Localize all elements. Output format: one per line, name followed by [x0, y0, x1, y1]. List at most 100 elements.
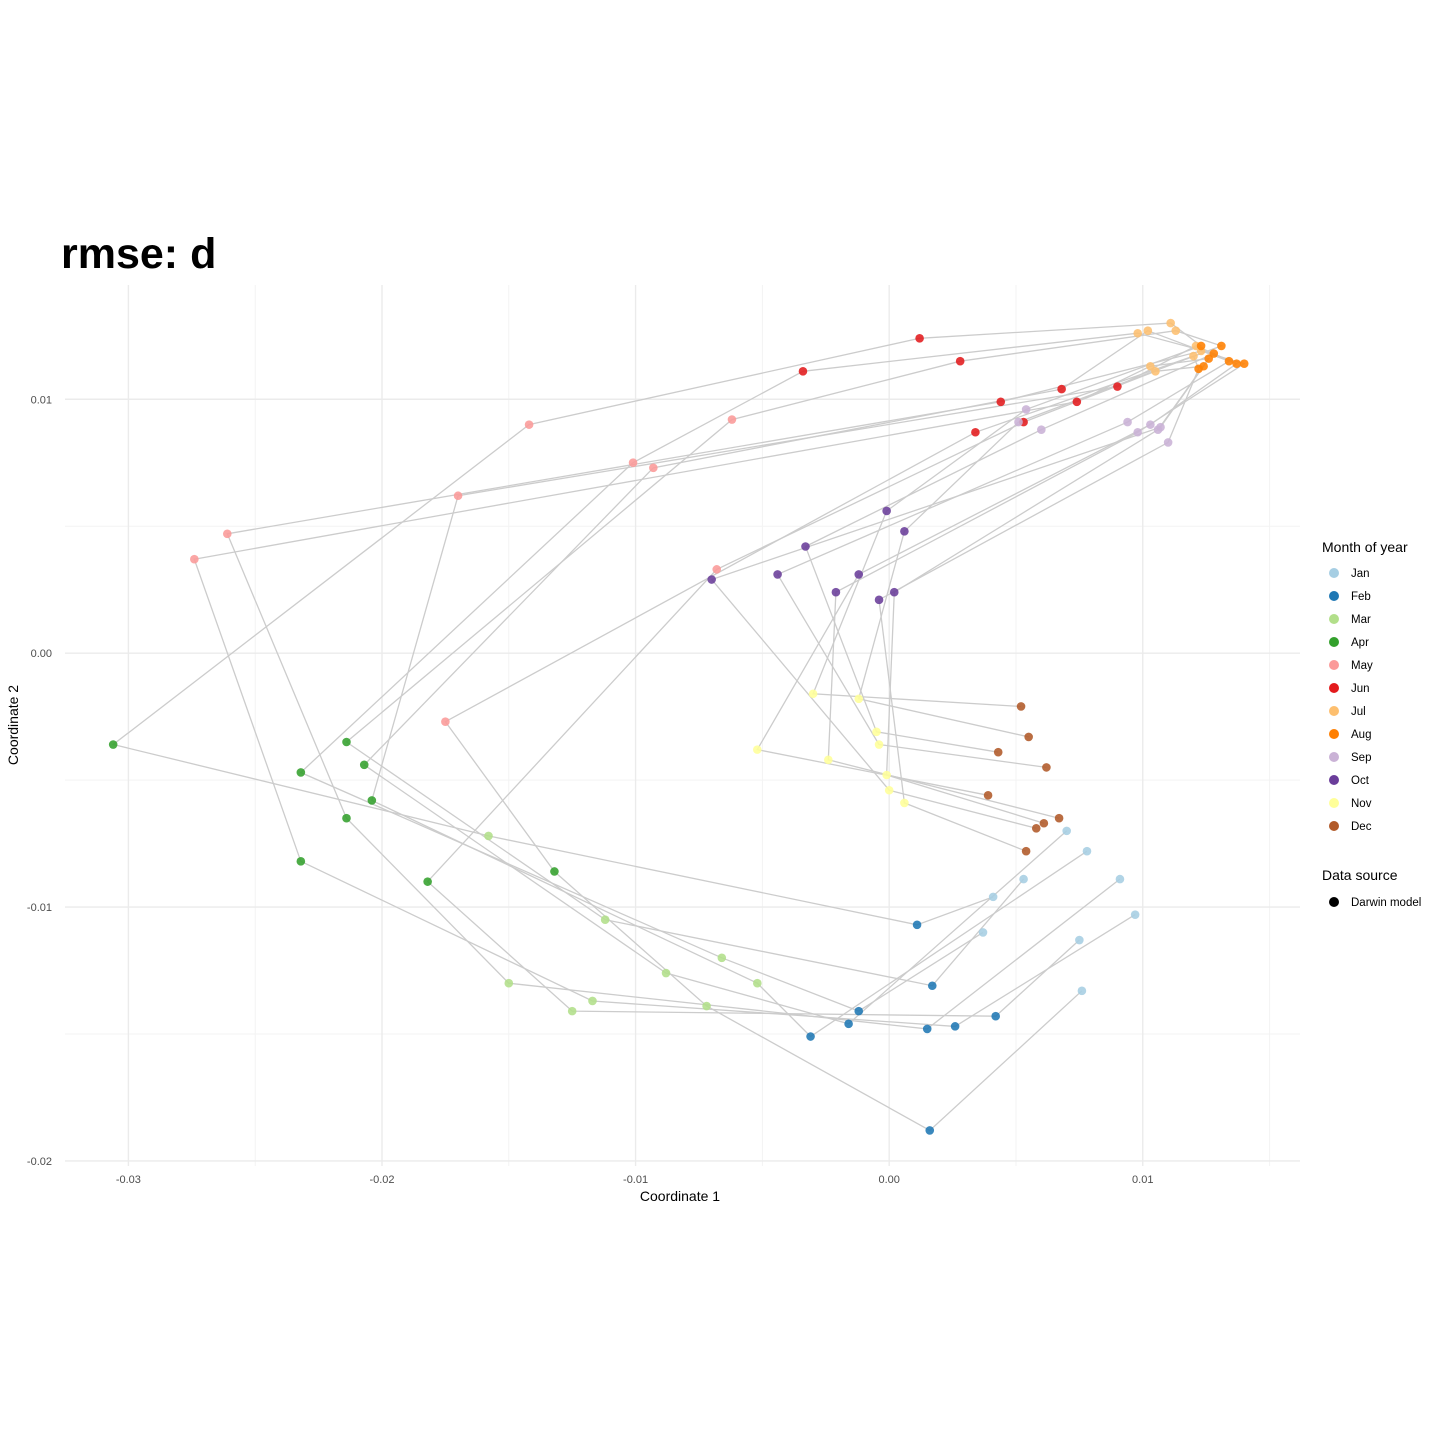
chart-title: rmse: d: [61, 230, 216, 278]
point-sep: [1123, 417, 1132, 427]
point-nov: [808, 689, 818, 699]
y-tick-label: 0.01: [31, 394, 52, 406]
point-mar: [753, 978, 762, 988]
point-jan: [1082, 846, 1092, 856]
x-tick-label: 0.00: [878, 1174, 899, 1186]
point-sep: [1037, 425, 1046, 435]
legend-label-may: May: [1351, 660, 1373, 672]
point-mar: [484, 831, 493, 841]
point-oct: [801, 542, 810, 551]
point-nov: [753, 745, 762, 754]
legend-label-feb: Feb: [1351, 591, 1371, 603]
point-jun: [798, 367, 808, 376]
point-jun: [996, 397, 1006, 407]
legend-key-aug: [1329, 729, 1339, 739]
point-sep: [1133, 427, 1143, 437]
point-may: [628, 458, 638, 468]
point-jul: [1133, 328, 1143, 338]
point-apr: [296, 857, 306, 866]
point-mar: [702, 1001, 711, 1011]
point-mar: [661, 968, 671, 978]
point-mar: [717, 953, 727, 963]
point-sep: [1163, 438, 1173, 447]
major-gridlines: [65, 285, 1300, 1166]
point-may: [222, 529, 232, 539]
point-nov: [872, 727, 881, 737]
point-oct: [874, 595, 884, 605]
legend-label-jan: Jan: [1351, 568, 1370, 580]
legend-key-feb: [1329, 591, 1339, 601]
point-may: [649, 463, 658, 473]
trajectory-line: [426, 365, 1205, 1017]
legend-key-oct: [1329, 775, 1339, 785]
point-jul: [1171, 326, 1181, 336]
point-jan: [1130, 910, 1140, 919]
x-tick-label: -0.02: [369, 1174, 394, 1186]
point-dec: [1039, 818, 1049, 828]
point-feb: [844, 1019, 853, 1029]
legend-key-sep: [1329, 752, 1339, 762]
legend-key-jul: [1329, 706, 1339, 716]
point-jan: [1077, 986, 1087, 996]
point-mar: [600, 915, 610, 925]
legend-label-mar: Mar: [1351, 614, 1371, 626]
legend-source-label: Darwin model: [1351, 897, 1421, 909]
legend-source-title: Data source: [1322, 867, 1398, 883]
trajectory-line: [345, 330, 1224, 987]
point-sep: [1156, 422, 1165, 432]
point-mar: [588, 996, 597, 1006]
point-mar: [567, 1006, 577, 1016]
point-feb: [925, 1126, 935, 1135]
point-jan: [1075, 935, 1084, 945]
y-axis-title: Coordinate 2: [5, 685, 21, 765]
legend-source-marker: [1329, 897, 1339, 907]
point-feb: [854, 1006, 864, 1016]
x-axis-title: Coordinate 1: [640, 1188, 720, 1204]
point-oct: [882, 506, 891, 516]
point-oct: [707, 575, 716, 584]
trajectory-line: [444, 355, 1200, 1132]
point-apr: [423, 877, 432, 886]
point-may: [441, 717, 450, 726]
point-nov: [874, 740, 884, 749]
point-feb: [991, 1011, 1000, 1021]
point-sep: [1146, 420, 1155, 429]
point-apr: [367, 796, 377, 805]
y-tick-label: 0.00: [31, 648, 52, 660]
point-dec: [1042, 763, 1051, 772]
legend-key-nov: [1329, 798, 1339, 808]
legend-label-nov: Nov: [1351, 798, 1372, 810]
point-jun: [1113, 382, 1122, 391]
point-sep: [1014, 417, 1023, 427]
point-nov: [854, 694, 864, 704]
point-nov: [882, 770, 891, 780]
point-oct: [889, 587, 899, 597]
point-jun: [971, 427, 980, 437]
point-jun: [955, 356, 965, 366]
trajectory-line: [226, 350, 1246, 1030]
point-mar: [504, 978, 514, 988]
point-oct: [831, 587, 841, 597]
point-apr: [296, 768, 306, 777]
point-feb: [922, 1024, 932, 1034]
point-feb: [950, 1022, 960, 1031]
y-tick-label: -0.02: [27, 1156, 52, 1168]
point-dec: [1024, 732, 1033, 742]
point-nov: [884, 785, 894, 795]
legend-label-apr: Apr: [1351, 637, 1369, 649]
point-dec: [1021, 846, 1031, 856]
point-dec: [1054, 813, 1064, 823]
point-jan: [1019, 874, 1028, 884]
point-dec: [1016, 702, 1026, 711]
point-jan: [1062, 826, 1071, 836]
point-may: [712, 565, 722, 574]
point-jul: [1143, 326, 1153, 336]
point-aug: [1239, 359, 1249, 369]
point-sep: [1021, 405, 1031, 414]
minor-gridlines: [65, 285, 1300, 1166]
point-jan: [1115, 874, 1125, 884]
point-nov: [824, 755, 833, 765]
legend-key-may: [1329, 660, 1339, 670]
point-aug: [1232, 359, 1241, 369]
